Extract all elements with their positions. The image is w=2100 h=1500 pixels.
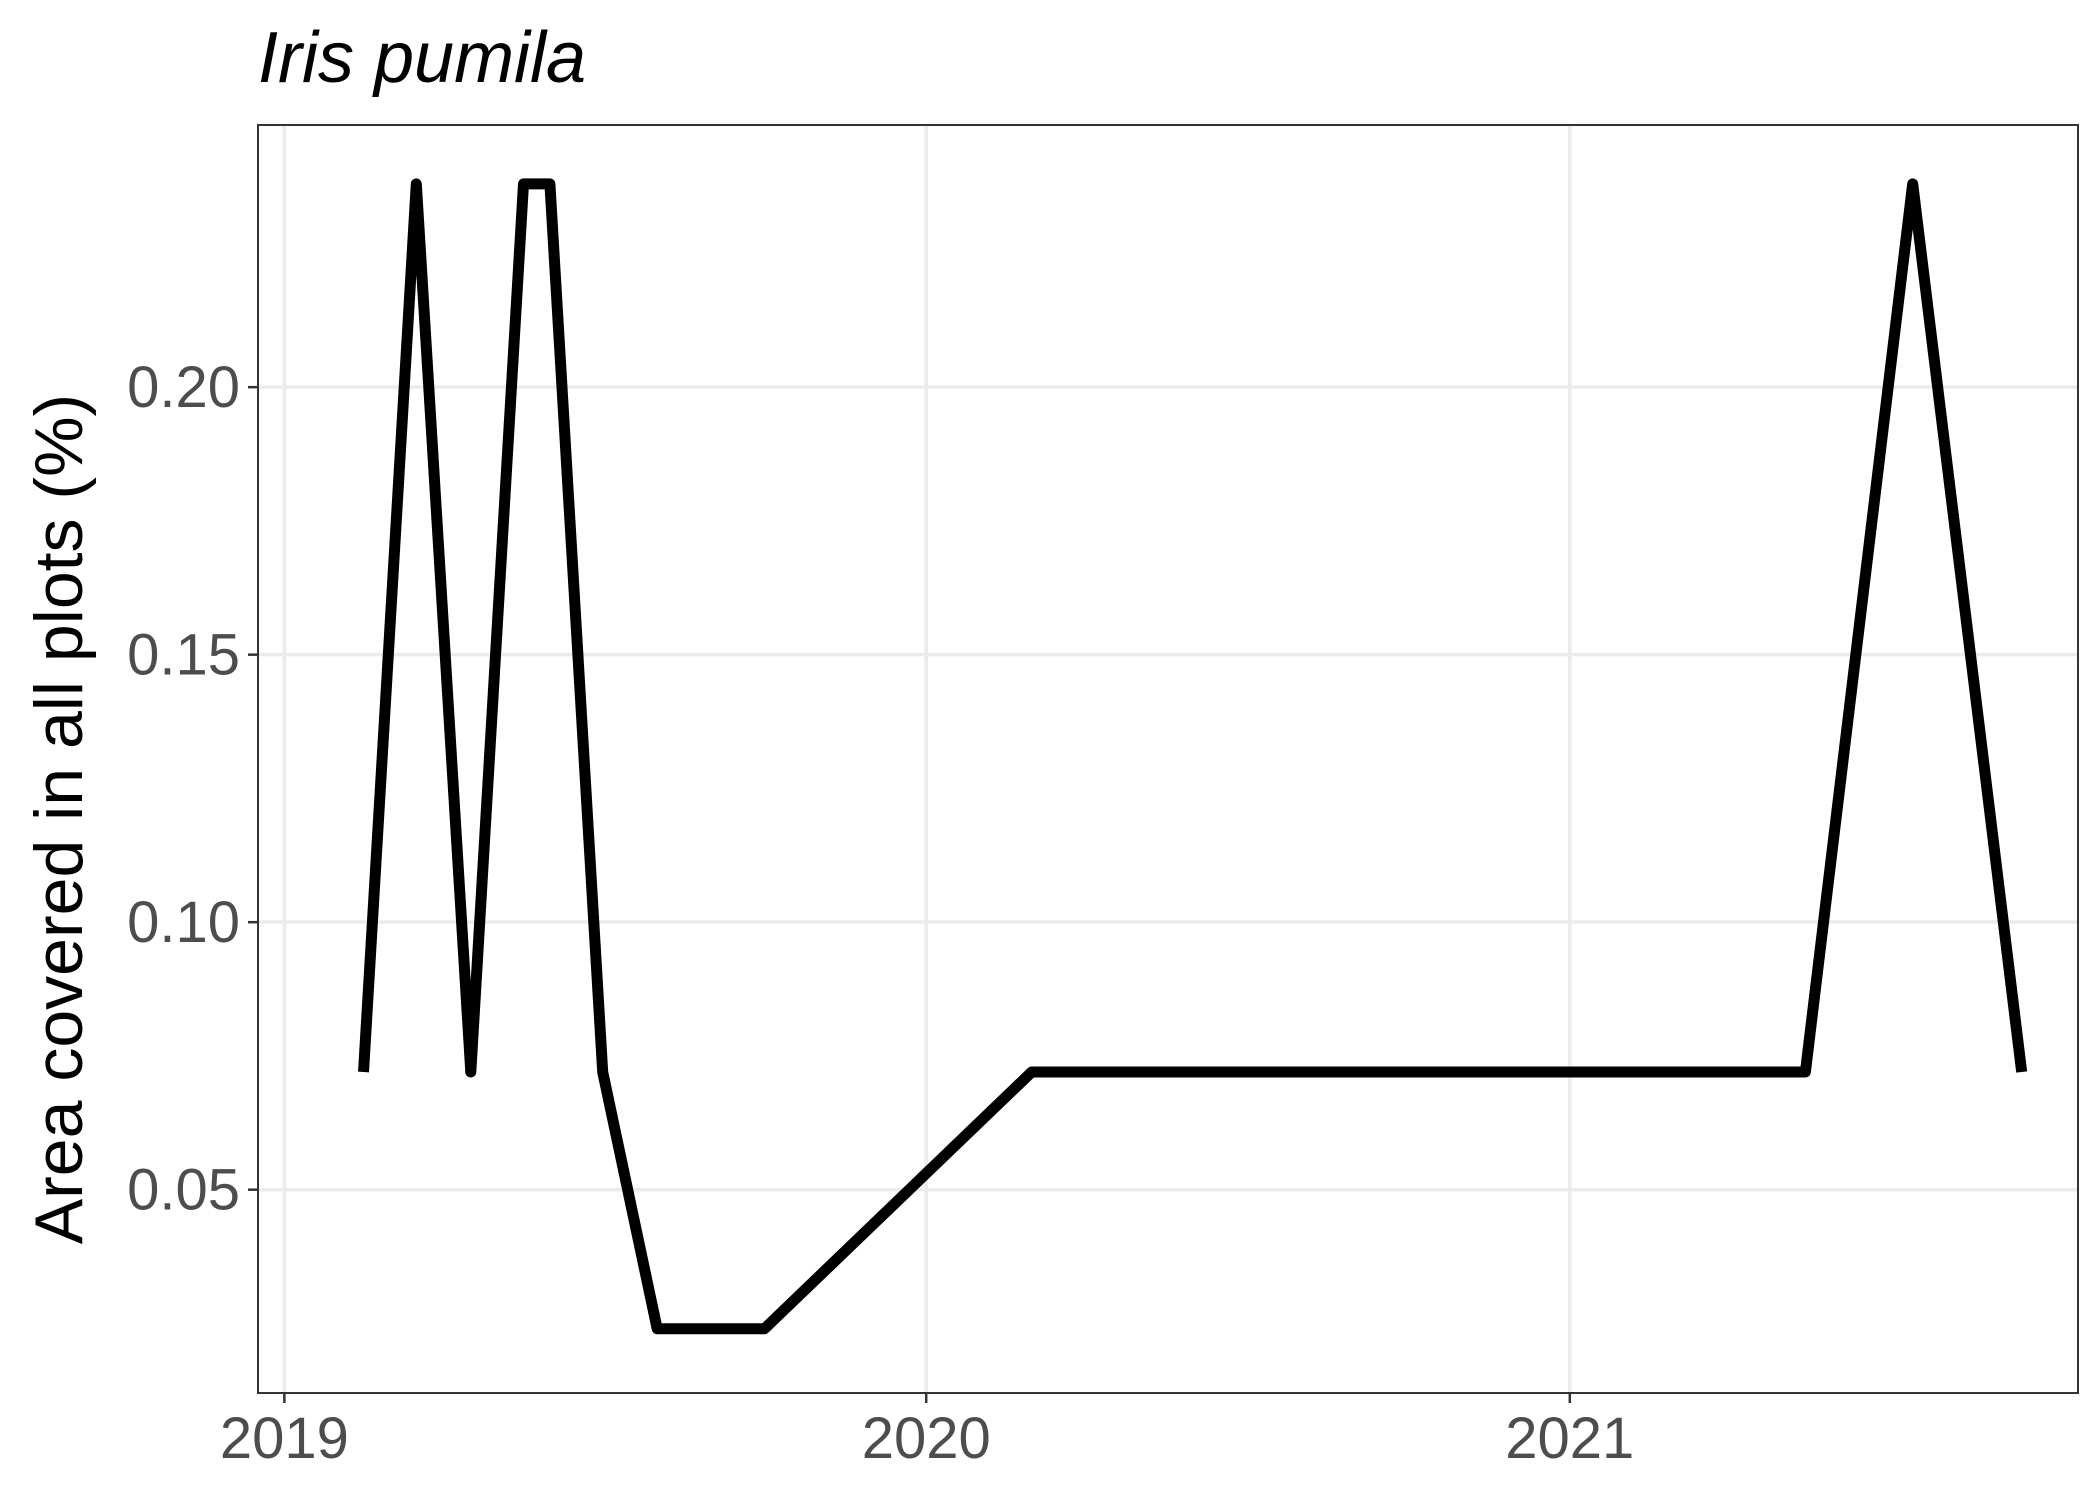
x-axis-tick-labels: 2019 2020 2021 [220,1406,1634,1471]
x-tick-label: 2019 [220,1406,349,1471]
series [358,178,2028,1335]
plot-panel [257,124,2079,1394]
y-tick-label: 0.10 [127,890,240,955]
x-tick-label: 2020 [862,1406,991,1471]
y-tick-label: 0.15 [127,623,240,688]
axis-ticks [248,385,1572,1403]
y-axis-tick-labels: 0.05 0.10 0.15 0.20 [127,355,240,1223]
grid [258,125,2078,1393]
y-tick-label: 0.05 [127,1158,240,1223]
y-tick-label: 0.20 [127,355,240,420]
y-axis-title: Area covered in all plots (%) [21,394,97,1244]
series-line [358,178,2028,1335]
x-tick-label: 2021 [1505,1406,1634,1471]
chart-title: Iris pumila [258,18,586,98]
